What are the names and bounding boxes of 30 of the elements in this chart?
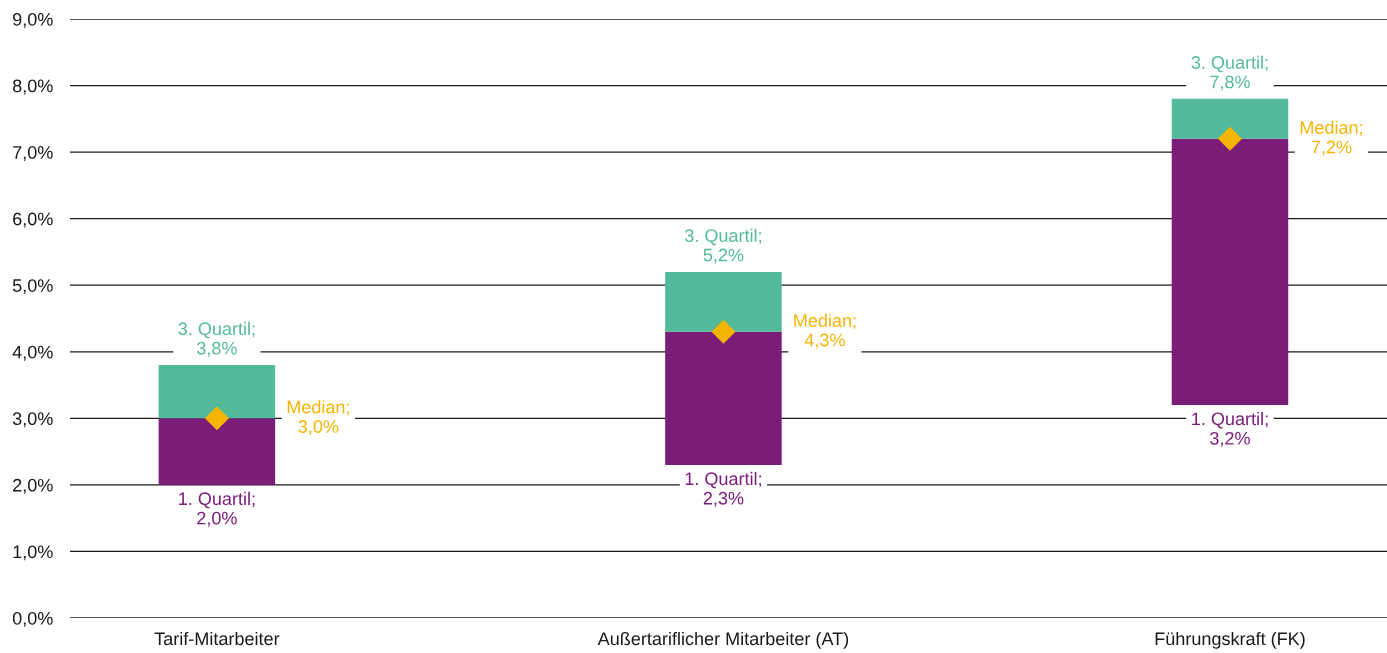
bar — [158, 418, 276, 485]
annotation: 3. Quartil; 5,2% — [684, 228, 761, 264]
y-tick-label: 2,0% — [13, 478, 53, 494]
y-tick-label: 1,0% — [13, 545, 53, 561]
annotation: 1. Quartil; 3,2% — [1192, 411, 1268, 447]
annotation: Median; 3,0% — [287, 400, 349, 436]
y-tick-label: 9,0% — [13, 12, 53, 28]
y-tick-label: 4,0% — [12, 345, 53, 361]
y-tick-label: 7,0% — [13, 146, 53, 161]
bar — [665, 331, 782, 465]
y-tick-label: 0,0% — [12, 611, 53, 627]
y-tick-label: 3,0% — [12, 412, 53, 428]
annotation: 3. Quartil; 3,8% — [178, 321, 255, 357]
annotation: Median; 4,3% — [794, 313, 856, 349]
x-tick-label: Tarif-Mitarbeiter — [154, 631, 280, 646]
point — [204, 406, 229, 431]
point — [711, 319, 736, 344]
bar — [158, 365, 276, 419]
annotation: 3. Quartil; 7,8% — [1191, 55, 1268, 91]
point — [1217, 126, 1242, 151]
y-tick-label: 6,0% — [13, 212, 53, 228]
y-tick-label: 8,0% — [12, 79, 53, 95]
bar — [1171, 98, 1289, 139]
annotation: 1. Quartil; 2,0% — [179, 491, 255, 527]
annotation: Median; 7,2% — [1300, 120, 1362, 156]
x-tick-label: Außertariflicher Mitarbeiter (AT) — [597, 631, 849, 649]
bar — [1171, 138, 1289, 406]
annotation: 1. Quartil; 2,3% — [685, 471, 761, 507]
x-tick-label: Führungskraft (FK) — [1155, 631, 1305, 649]
y-tick-label: 5,0% — [12, 279, 53, 295]
